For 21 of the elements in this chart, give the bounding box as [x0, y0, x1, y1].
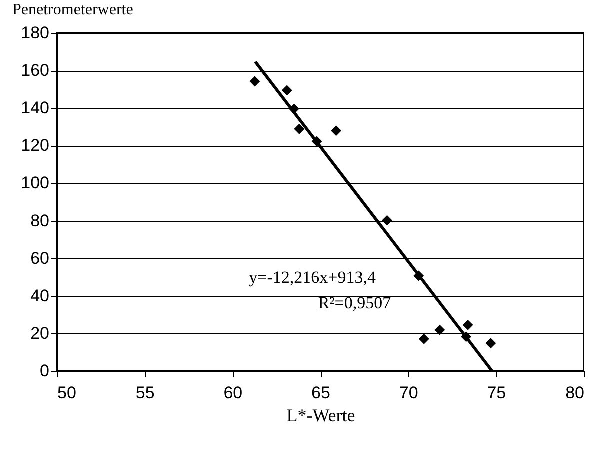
x-tick-label: 70 — [399, 384, 418, 402]
annotation: y=-12,216x+913,4 — [249, 268, 377, 288]
x-tick-label: 75 — [487, 384, 506, 402]
x-tick-label: 50 — [58, 384, 76, 402]
y-tick-label: 120 — [21, 136, 50, 156]
y-tick-label: 0 — [40, 362, 50, 380]
x-tick-label: 80 — [566, 384, 584, 402]
y-tick-label: 180 — [21, 24, 50, 42]
x-tick-label: 65 — [312, 384, 330, 402]
x-axis-title: L*-Werte — [286, 406, 356, 426]
y-tick-label: 160 — [21, 61, 50, 80]
y-tick-label: 60 — [30, 248, 50, 268]
y-tick-label: 80 — [30, 211, 50, 230]
x-tick-label: 60 — [224, 384, 243, 402]
y-tick-label: 100 — [21, 174, 50, 193]
y-tick-label: 140 — [21, 98, 50, 118]
x-tick-label: 55 — [136, 384, 155, 402]
annotation: R²=0,9507 — [318, 293, 392, 312]
y-tick-label: 40 — [30, 286, 50, 306]
y-axis-title: Penetrometerwerte — [12, 2, 134, 18]
y-tick-label: 20 — [30, 324, 50, 343]
